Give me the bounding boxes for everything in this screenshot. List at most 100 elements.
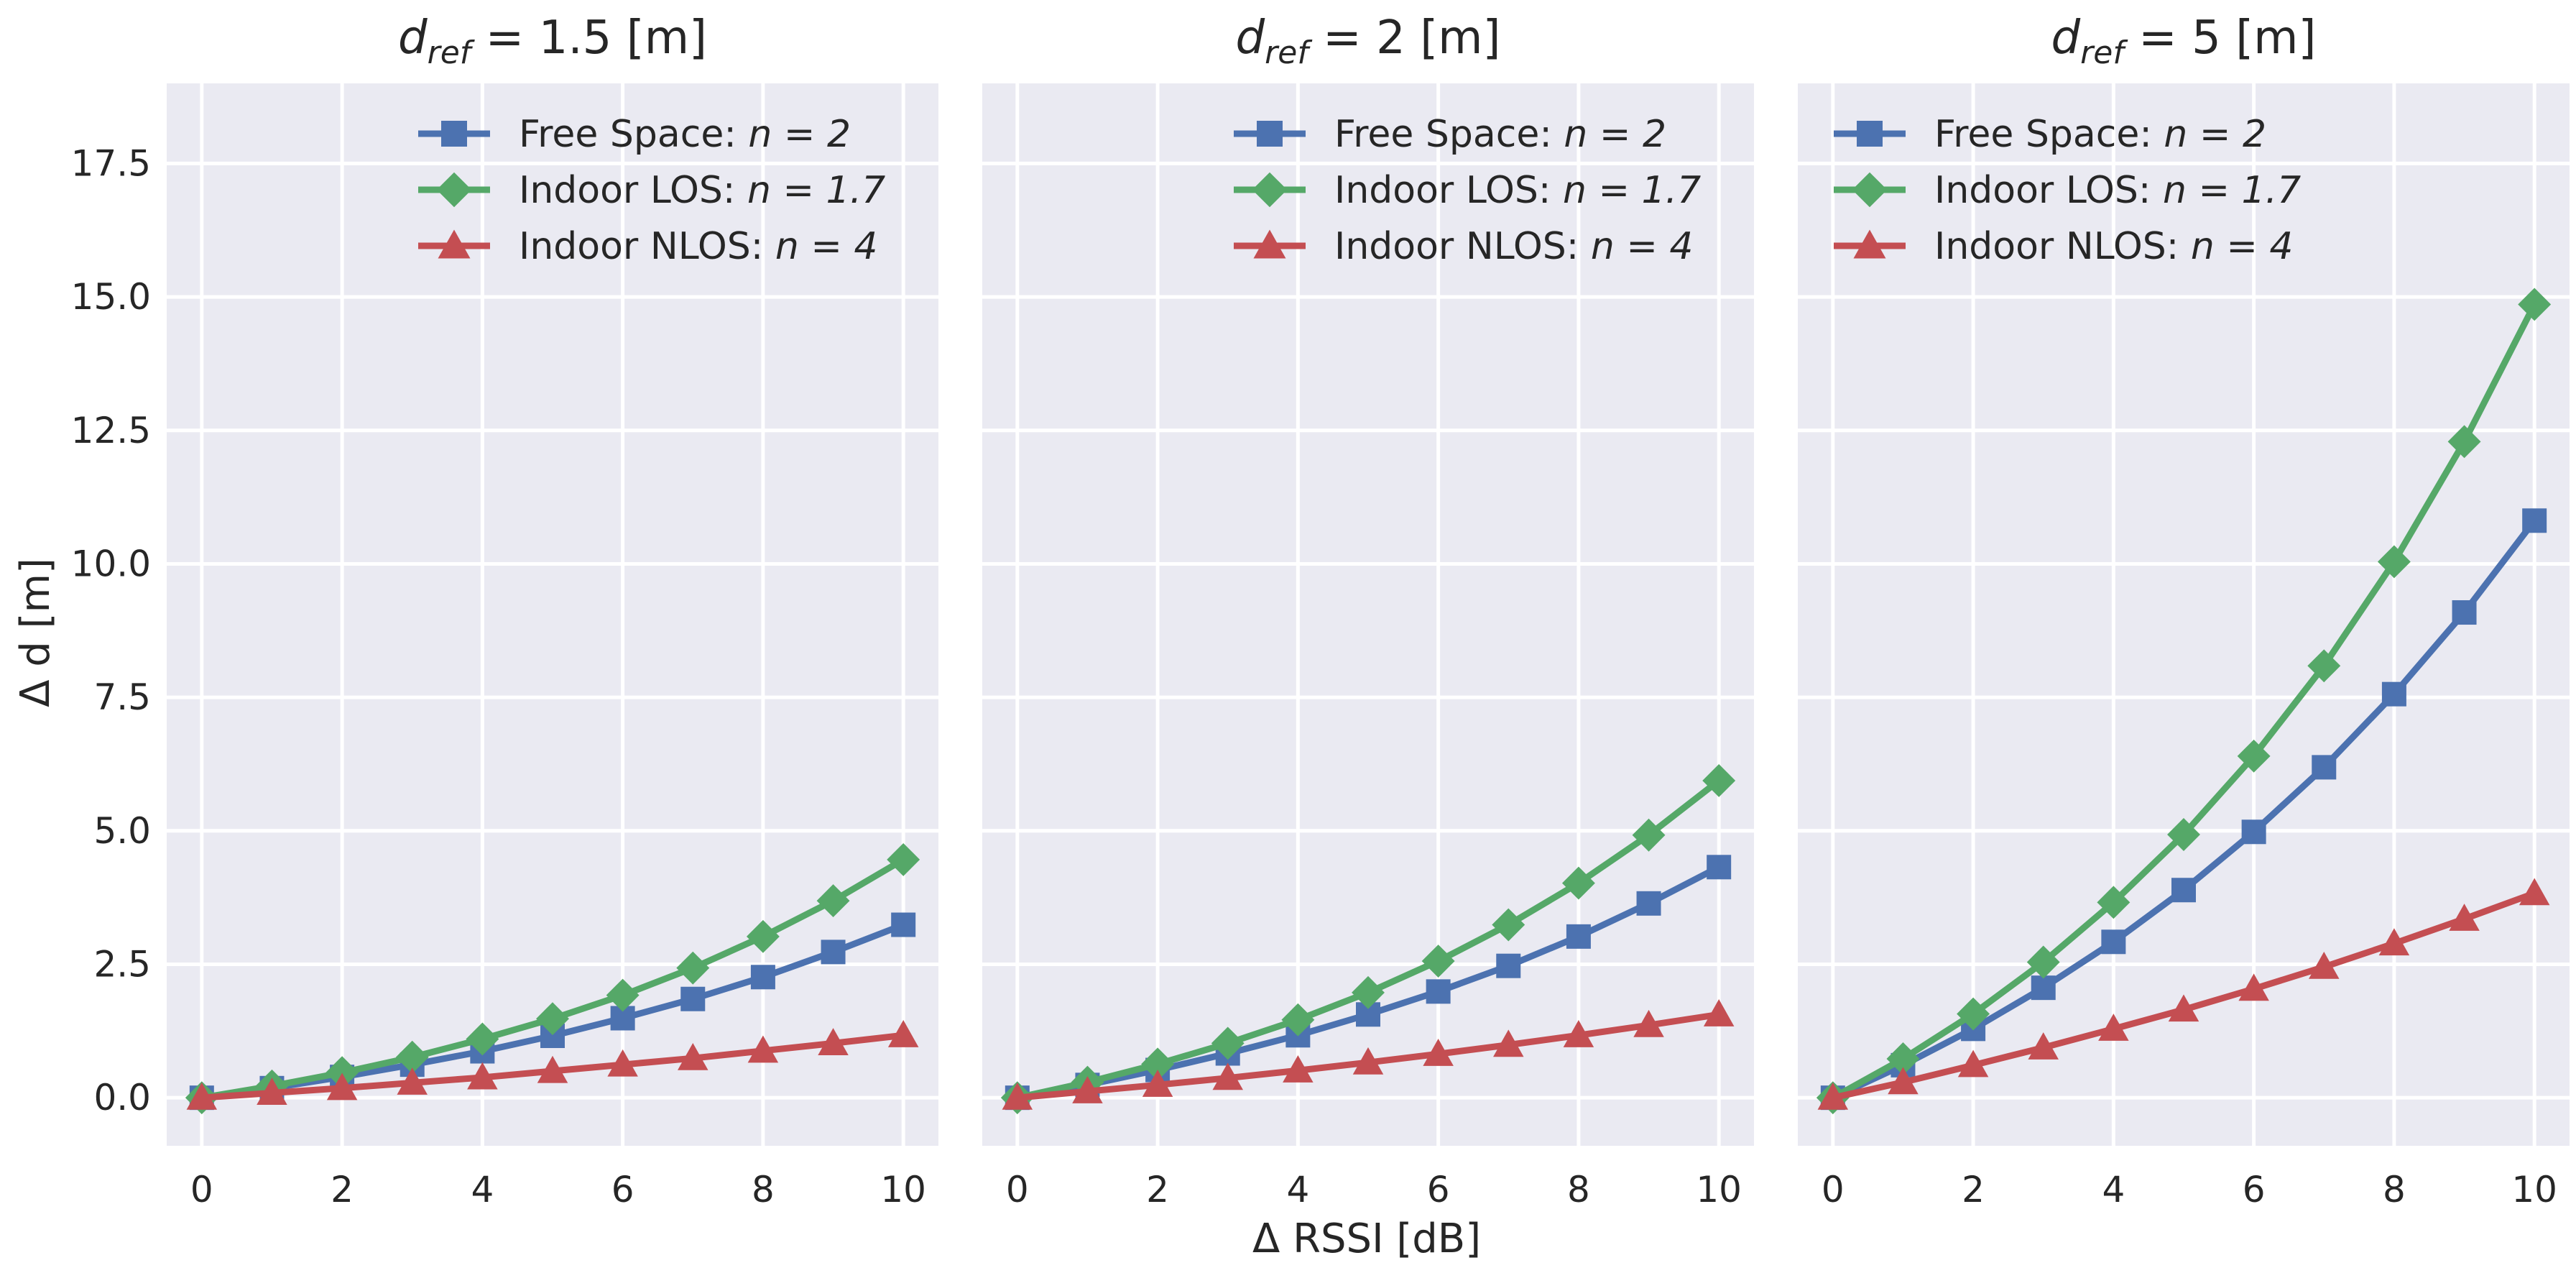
legend-n: n = 2	[1564, 113, 1666, 156]
legend-label: Indoor LOS: n = 1.7	[1334, 169, 1701, 212]
data-point	[1957, 997, 1990, 1031]
x-tick-label: 0	[1822, 1169, 1845, 1210]
x-tick-label: 6	[2243, 1169, 2266, 1210]
legend-name: Indoor NLOS:	[1334, 225, 1591, 268]
data-point	[607, 1049, 638, 1077]
data-point	[1636, 891, 1661, 916]
panel-title: dref = 5 [m]	[2051, 12, 2317, 71]
data-point	[2026, 945, 2060, 979]
x-tick-label: 4	[2102, 1169, 2125, 1210]
data-point	[2028, 1032, 2059, 1060]
legend: Free Space: n = 2 Indoor LOS: n = 1.7 Indo…	[1834, 113, 2301, 268]
data-point	[816, 884, 850, 918]
panels: 0 2 4 6 8 10 0.0 2.5 5.0 7.5 10.0 12.5 15.0 17.5 dref …	[71, 12, 2570, 1210]
x-tick-label: 10	[880, 1169, 926, 1210]
data-point	[1211, 1026, 1245, 1060]
legend-n: n = 1.7	[747, 169, 885, 212]
data-point	[887, 842, 920, 876]
data-point	[467, 1062, 498, 1090]
data-point	[818, 1028, 849, 1055]
series-3	[1817, 878, 2550, 1110]
y-tick-label: 2.5	[93, 943, 151, 985]
data-point	[1632, 818, 1666, 852]
chart-panel-1: 0 2 4 6 8 10 0.0 2.5 5.0 7.5 10.0 12.5 15.0 17.5 dref …	[71, 12, 938, 1210]
y-tick-label: 10.0	[71, 543, 151, 584]
data-point	[2167, 818, 2200, 851]
data-point	[1702, 764, 1736, 797]
data-point	[2447, 425, 2481, 459]
title-subscript: ref	[428, 35, 476, 71]
legend-name: Free Space:	[1334, 113, 1564, 156]
grid	[1798, 83, 2570, 1146]
legend-name: Indoor LOS:	[1934, 169, 2163, 212]
legend-label: Free Space: n = 2	[1934, 113, 2266, 156]
legend-marker	[1253, 229, 1286, 259]
plot-background	[167, 83, 938, 1146]
data-point	[676, 951, 710, 985]
data-point	[1957, 1049, 1989, 1078]
legend-n: n = 2	[2164, 113, 2266, 156]
data-point	[2098, 1014, 2129, 1041]
legend-label: Indoor NLOS: n = 4	[1934, 225, 2294, 268]
data-point	[2031, 975, 2056, 1001]
data-point	[2237, 739, 2271, 773]
data-point	[891, 912, 916, 937]
x-tick-label: 6	[1427, 1169, 1450, 1210]
data-point	[2101, 929, 2126, 955]
legend-marker	[436, 172, 472, 208]
data-point	[1002, 1082, 1033, 1110]
data-point	[2518, 288, 2552, 321]
legend-label: Free Space: n = 2	[519, 113, 851, 156]
y-axis-label: Δ d [m]	[12, 558, 59, 707]
x-tick-label: 2	[331, 1169, 354, 1210]
legend-marker	[1857, 121, 1883, 147]
x-tick-label: 6	[611, 1169, 634, 1210]
legend-label: Indoor NLOS: n = 4	[519, 225, 878, 268]
legend-n: n = 4	[2191, 225, 2294, 268]
legend-marker	[1257, 121, 1283, 147]
data-point	[1888, 1067, 1919, 1095]
data-point	[1281, 1003, 1315, 1037]
title-symbol: d	[398, 12, 428, 65]
title-rest: = 1.5 [m]	[471, 12, 707, 65]
data-point	[1423, 1039, 1454, 1066]
data-point	[2171, 878, 2196, 903]
y-tick-label: 7.5	[93, 676, 151, 718]
panel-title: dref = 1.5 [m]	[398, 12, 707, 71]
title-symbol: d	[2051, 12, 2081, 65]
data-point	[2307, 649, 2341, 683]
data-point	[1141, 1047, 1175, 1081]
data-point	[1492, 908, 1525, 942]
data-point	[2238, 973, 2269, 1001]
grid	[982, 83, 1754, 1146]
x-axis-label: Δ RSSI [dB]	[1252, 1216, 1481, 1262]
x-tick-label: 2	[1962, 1169, 1985, 1210]
data-point	[1496, 953, 1521, 978]
legend-marker	[441, 121, 467, 147]
legend-marker	[1252, 172, 1288, 208]
data-point	[2377, 545, 2411, 579]
x-tick-label: 2	[1146, 1169, 1169, 1210]
legend-name: Indoor NLOS:	[519, 225, 775, 268]
data-point	[326, 1072, 358, 1101]
data-point	[1212, 1062, 1243, 1090]
legend-n: n = 2	[748, 113, 851, 156]
data-point	[1493, 1029, 1524, 1057]
y-tick-label: 5.0	[93, 810, 151, 852]
data-point	[1421, 945, 1455, 978]
data-point	[536, 1002, 569, 1036]
title-rest: = 5 [m]	[2124, 12, 2317, 65]
data-point	[397, 1067, 428, 1095]
x-tick-label: 4	[471, 1169, 494, 1210]
data-point	[2241, 819, 2266, 845]
data-point	[1703, 999, 1735, 1026]
data-point	[680, 986, 706, 1011]
panel-title: dref = 2 [m]	[1236, 12, 1501, 71]
series-3	[1002, 999, 1735, 1110]
legend-n: n = 1.7	[1563, 169, 1701, 212]
data-point	[395, 1040, 429, 1074]
data-point	[678, 1042, 708, 1070]
legend-n: n = 1.7	[2163, 169, 2301, 212]
